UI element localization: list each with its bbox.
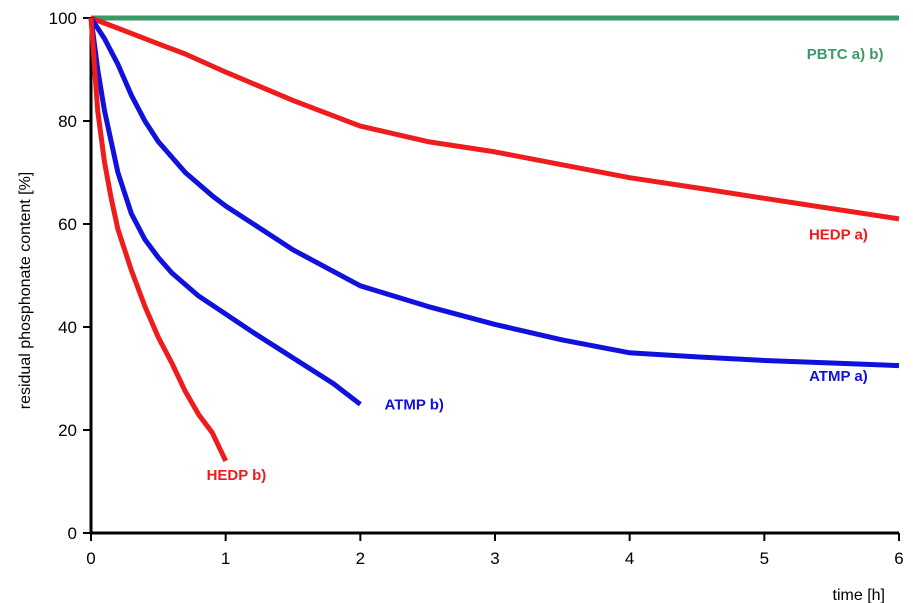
y-tick-label: 20: [58, 421, 77, 440]
series-line-atmp-a: [88, 16, 900, 369]
x-tick-label: 5: [760, 549, 769, 568]
x-tick-label: 2: [356, 549, 365, 568]
x-axis-title: time [h]: [833, 587, 885, 603]
y-tick-label: 40: [58, 318, 77, 337]
x-tick-label: 0: [86, 549, 95, 568]
x-tick-label: 3: [490, 549, 499, 568]
y-tick-label: 60: [58, 215, 77, 234]
x-tick-label: 6: [894, 549, 903, 568]
y-tick-label: 100: [49, 9, 77, 28]
series-line-atmp-b: [88, 17, 362, 407]
series-label: PBTC a) b): [807, 46, 884, 63]
series-line-hedp-a: [90, 15, 900, 222]
series-label: ATMP b): [384, 396, 443, 413]
series-label: HEDP b): [207, 467, 267, 484]
x-tick-label: 1: [221, 549, 230, 568]
series-label: ATMP a): [809, 368, 868, 385]
series-label: HEDP a): [809, 226, 868, 243]
x-tick-label: 4: [625, 549, 634, 568]
series-layer: [88, 15, 900, 462]
y-axis-title: residual phosphonate content [%]: [17, 172, 34, 410]
series-line-hedp-b: [88, 17, 228, 462]
y-tick-label: 0: [68, 524, 77, 543]
annotation-layer: PBTC a) b) HEDP a) ATMP a) ATMP b) HEDP b): [207, 46, 884, 484]
axes: [89, 18, 899, 535]
y-tick-label: 80: [58, 112, 77, 131]
